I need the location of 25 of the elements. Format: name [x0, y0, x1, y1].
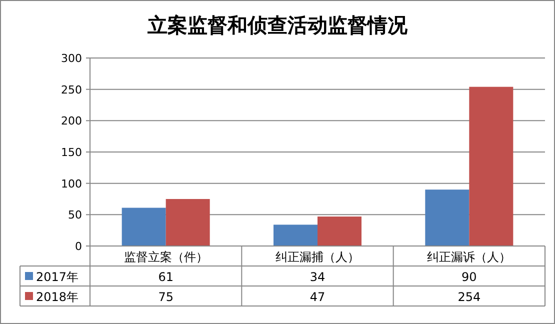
bar — [122, 208, 166, 246]
data-label: 90 — [462, 270, 477, 284]
legend-label: 2017年 — [36, 270, 79, 284]
y-tick-label: 250 — [61, 83, 82, 96]
y-tick-label: 0 — [75, 240, 82, 253]
y-tick-label: 150 — [61, 146, 82, 159]
x-tick-label: 纠正漏诉（人） — [427, 250, 512, 264]
y-tick-label: 300 — [61, 52, 82, 65]
chart-title: 立案监督和侦查活动监督情况 — [146, 13, 408, 37]
bar — [469, 86, 514, 246]
data-label: 61 — [158, 270, 174, 284]
bar — [166, 199, 210, 246]
x-tick-label: 纠正漏捕（人） — [276, 250, 360, 264]
data-label: 47 — [310, 290, 326, 304]
y-tick-label: 200 — [61, 114, 82, 128]
bar — [425, 190, 470, 246]
y-tick-label: 100 — [61, 177, 82, 190]
y-tick-label: 50 — [68, 208, 82, 222]
x-tick-label: 监督立案（件） — [124, 250, 208, 264]
legend-label: 2018年 — [36, 290, 79, 304]
data-label: 254 — [458, 290, 481, 304]
data-label: 34 — [310, 270, 326, 284]
bar — [274, 224, 318, 246]
data-label: 75 — [158, 290, 174, 304]
bar — [318, 216, 362, 246]
